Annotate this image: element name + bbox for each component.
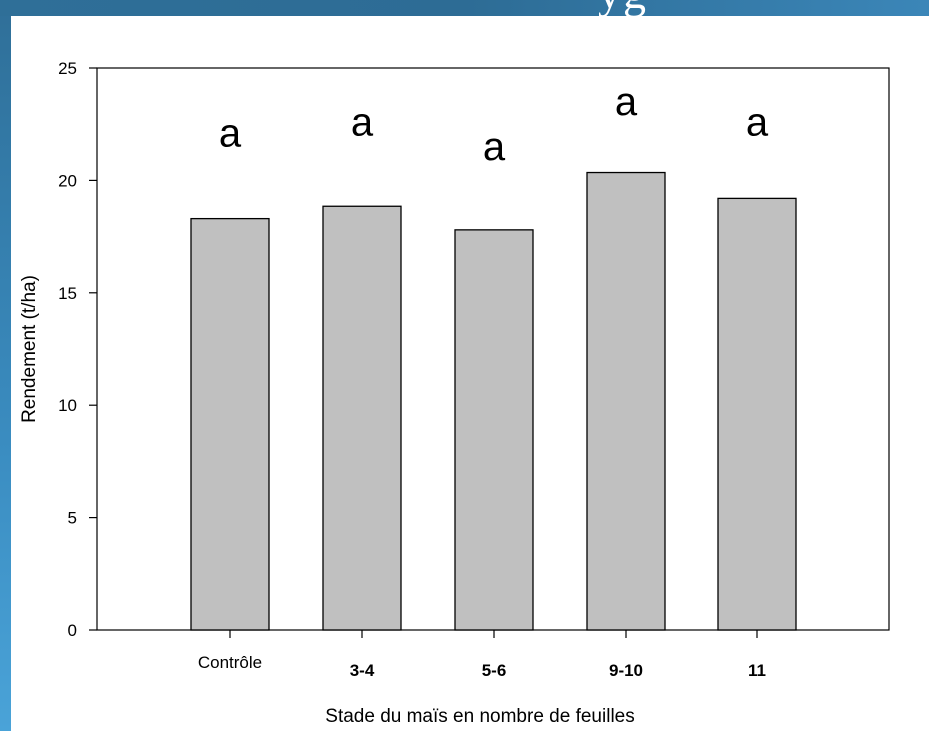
significance-letter-0: a (219, 112, 242, 156)
y-tick-label-5: 25 (58, 59, 77, 78)
bar-1 (322, 205, 402, 631)
annotations-group: a a a a a (219, 80, 769, 169)
x-category-label-1: 3-4 (350, 661, 375, 680)
bar-2 (454, 229, 534, 631)
bars-group (190, 171, 797, 631)
y-tick-label-3: 15 (58, 284, 77, 303)
bar-4 (717, 197, 797, 631)
slide-frame-left (0, 0, 11, 731)
y-axis-title: Rendement (t/ha) (19, 275, 40, 423)
y-tick-label-0: 0 (68, 621, 77, 640)
significance-letter-2: a (483, 125, 506, 169)
significance-letter-4: a (746, 100, 769, 144)
x-axis: Contrôle 3-4 5-6 9-10 11 (198, 630, 766, 680)
x-category-label-4: 11 (748, 661, 766, 680)
slide-frame-top: yg (0, 0, 929, 16)
y-tick-label-1: 5 (68, 509, 77, 528)
significance-letter-3: a (615, 80, 638, 124)
x-axis-title: Stade du maïs en nombre de feuilles (325, 706, 634, 727)
y-axis: 0 5 10 15 20 25 (58, 59, 97, 640)
slide-title-fragment: yg (598, 0, 648, 16)
x-category-label-2: 5-6 (482, 661, 507, 680)
bar-3 (586, 171, 666, 631)
y-tick-label-4: 20 (58, 171, 77, 190)
y-tick-label-2: 10 (58, 396, 77, 415)
significance-letter-1: a (351, 100, 374, 144)
bar-0 (190, 217, 270, 631)
x-category-label-3: 9-10 (609, 661, 643, 680)
x-category-label-0: Contrôle (198, 653, 262, 672)
